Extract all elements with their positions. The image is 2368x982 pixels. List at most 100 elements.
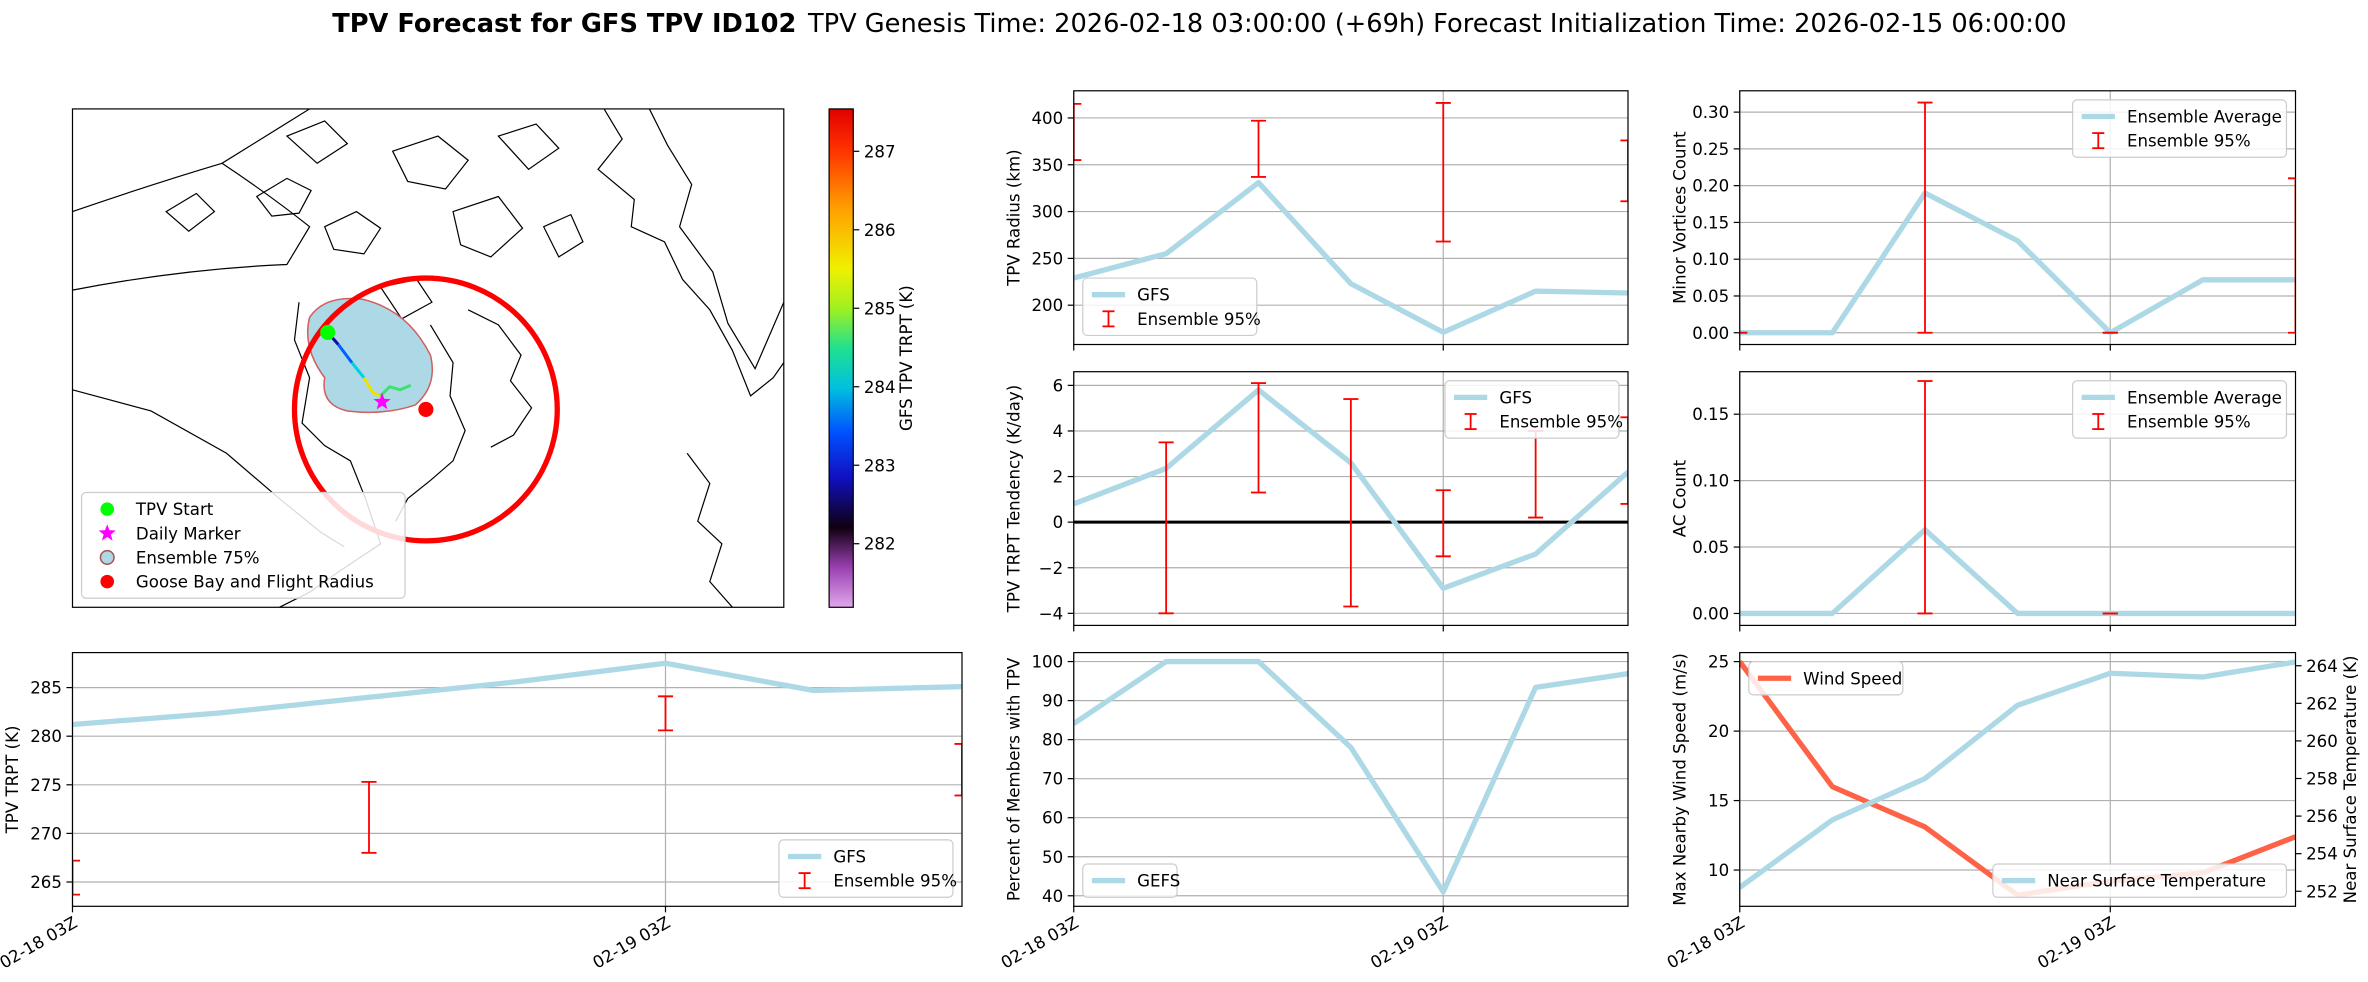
y-tick-label: −2 <box>1039 559 1063 578</box>
legend-label: Wind Speed <box>1803 669 1902 688</box>
legend-label: Ensemble 95% <box>1137 310 1261 329</box>
y-tick-label: 285 <box>30 679 62 698</box>
plot-data <box>1073 102 1628 335</box>
legend-swatch <box>100 502 115 516</box>
y-tick-label: 270 <box>30 824 62 843</box>
legend-label: Ensemble 75% <box>136 548 260 567</box>
y-tick-label: 280 <box>30 727 62 746</box>
y-tick-label: 0.15 <box>1692 405 1729 424</box>
coastline <box>467 309 533 448</box>
plot-data <box>1073 658 1628 895</box>
y-tick-label: 0.05 <box>1692 538 1729 557</box>
track <box>337 343 354 364</box>
legend-label: Near Surface Temperature <box>2047 872 2266 891</box>
line-series <box>1739 190 2296 336</box>
y-tick-label: 2 <box>1053 468 1064 487</box>
legend-box <box>2072 380 2288 439</box>
line-series <box>1739 659 2296 890</box>
y-tick-label: 50 <box>1042 848 1063 867</box>
colorbar-label: GFS TPV TRPT (K) <box>897 285 916 431</box>
y-tick-label: 0 <box>1053 513 1064 532</box>
legend-label: GEFS <box>1137 872 1180 891</box>
y-axis-label: TPV TRPT Tendency (K/day) <box>1004 385 1023 614</box>
y-tick-label: 0.25 <box>1692 140 1729 159</box>
y2-tick-label: 256 <box>2306 807 2338 826</box>
y-tick-label: 100 <box>1031 653 1063 672</box>
colorbar-tick-label: 287 <box>864 142 896 161</box>
figure-title: TPV Forecast for GFS TPV ID102 <box>332 9 796 39</box>
coastline <box>165 120 584 320</box>
daily-marker <box>373 392 391 410</box>
legend-box <box>1082 277 1258 337</box>
plot-frame <box>1739 651 2297 907</box>
y-tick-label: 0.15 <box>1692 213 1729 232</box>
panel: 40 50 60 70 80 90 100 02-18 03Z 02-19 03Z Percent… <box>998 651 1629 972</box>
y2-tick-label: 252 <box>2306 882 2338 901</box>
coastline <box>686 452 733 608</box>
y-tick-label: 4 <box>1053 422 1064 441</box>
panel: −4 −2 0 2 4 6 TPV TRPT Tendency (K/day) GFS Ense… <box>1004 371 1629 632</box>
plot-data <box>1739 101 2296 336</box>
legend-label: GFS <box>1137 286 1170 305</box>
y2-tick-label: 264 <box>2306 657 2338 676</box>
legend-swatch <box>98 524 116 541</box>
legend-box <box>2072 99 2288 158</box>
y-axis-label: Percent of Members with TPV <box>1004 657 1023 901</box>
colorbar-tick-label: 285 <box>864 299 896 318</box>
x-tick-label: 02-19 03Z <box>590 913 674 972</box>
legend-label: Ensemble 95% <box>833 872 957 891</box>
legend-box <box>778 839 954 898</box>
y-tick-label: 6 <box>1053 376 1064 395</box>
y2-tick-label: 254 <box>2306 845 2338 864</box>
legend-swatch <box>99 549 115 565</box>
x-tick-label: 02-19 03Z <box>2034 913 2118 972</box>
legend-label: Daily Marker <box>136 524 241 543</box>
y-tick-label: 0.20 <box>1692 177 1729 196</box>
plot-frame <box>71 651 963 907</box>
plot-frame <box>1739 371 2297 627</box>
legend-label: Ensemble Average <box>2127 388 2282 407</box>
plot-data <box>1073 382 1628 615</box>
y-tick-label: 80 <box>1042 731 1063 750</box>
legend-label: Ensemble 95% <box>1499 413 1623 432</box>
init-time: Forecast Initialization Time: 2026-02-15… <box>1433 9 2066 39</box>
y-tick-label: 300 <box>1031 203 1063 222</box>
line-series <box>1073 658 1628 895</box>
flight-radius <box>291 275 560 544</box>
y-tick-label: 15 <box>1708 792 1729 811</box>
y-tick-label: 400 <box>1031 109 1063 128</box>
y-tick-label: 200 <box>1031 296 1063 315</box>
y-tick-label: 0.10 <box>1692 472 1729 491</box>
x-tick-label: 02-18 03Z <box>998 913 1082 972</box>
line-series <box>1739 527 2296 617</box>
track <box>362 376 382 398</box>
y-tick-label: 265 <box>30 873 62 892</box>
x-tick-label: 02-19 03Z <box>1367 913 1451 972</box>
y-tick-label: 20 <box>1708 722 1729 741</box>
x-tick-label: 02-18 03Z <box>0 913 81 972</box>
x-tick-label: 02-18 03Z <box>1664 913 1748 972</box>
legend-label: Ensemble Average <box>2127 108 2282 127</box>
legend-label: GFS <box>833 848 866 867</box>
legend-label: GFS <box>1499 388 1532 407</box>
panel: 0.00 0.05 0.10 0.15 AC Count Ensemble Average… <box>1670 371 2297 632</box>
track <box>379 383 412 397</box>
legend-box <box>1082 863 1178 898</box>
y-tick-label: 0.10 <box>1692 250 1729 269</box>
tpv-start <box>320 324 336 340</box>
y-tick-label: 350 <box>1031 156 1063 175</box>
y-tick-label: −4 <box>1039 604 1063 623</box>
plot-frame <box>1073 90 1629 346</box>
plot-data <box>72 660 962 896</box>
goose-bay <box>418 401 434 417</box>
y-tick-label: 0.00 <box>1692 324 1729 343</box>
legend-box <box>1992 863 2288 898</box>
y-tick-label: 25 <box>1708 653 1729 672</box>
y-tick-label: 0.05 <box>1692 287 1729 306</box>
legend-box <box>1444 380 1620 439</box>
y-axis-label: TPV TRPT (K) <box>3 726 22 835</box>
genesis-time: TPV Genesis Time: 2026-02-18 03:00:00 (+… <box>807 9 1425 39</box>
legend-box <box>1748 661 1904 696</box>
